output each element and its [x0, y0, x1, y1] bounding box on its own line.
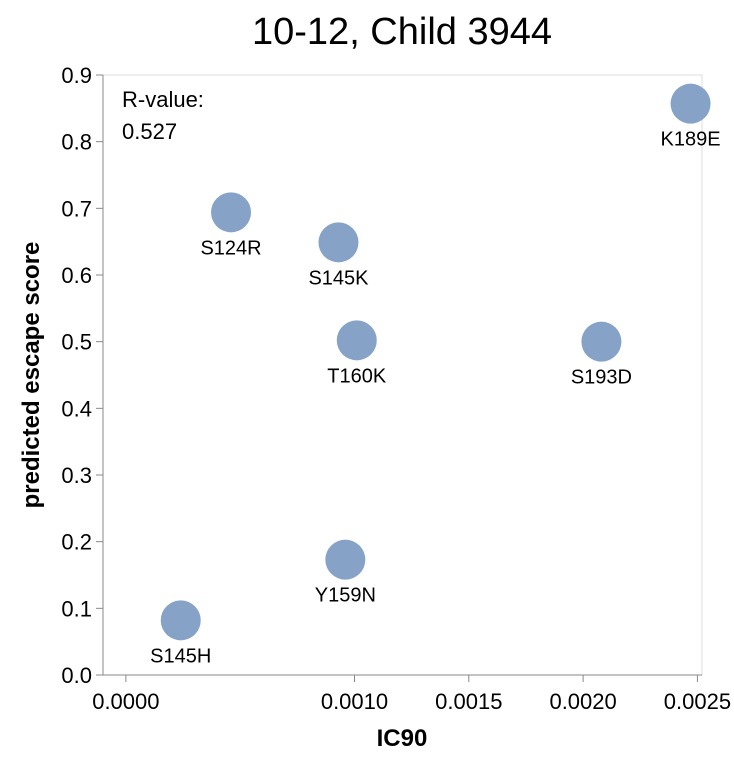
y-tick-label: 0.2	[61, 530, 92, 555]
r-value-annotation: R-value: 0.527	[122, 87, 204, 144]
data-point-label: T160K	[327, 365, 387, 387]
chart-title: 10-12, Child 3944	[252, 11, 552, 53]
data-point-label: S193D	[571, 367, 632, 389]
data-point	[318, 222, 359, 263]
data-point	[325, 539, 366, 580]
x-tick-label: 0.0000	[92, 689, 159, 714]
data-point	[336, 320, 377, 361]
y-tick-label: 0.6	[61, 263, 92, 288]
y-tick-label: 0.9	[61, 63, 92, 88]
data-point-label: Y159N	[315, 585, 376, 607]
y-axis-title: predicted escape score	[18, 242, 45, 509]
x-tick-label: 0.0025	[664, 689, 731, 714]
y-tick-label: 0.7	[61, 196, 92, 221]
y-tick-label: 0.4	[61, 396, 92, 421]
y-tick-label: 0.8	[61, 130, 92, 155]
x-tick-label: 0.0010	[321, 689, 388, 714]
x-tick-label: 0.0020	[549, 689, 616, 714]
y-tick-label: 0.1	[61, 596, 92, 621]
data-point	[211, 192, 252, 233]
data-point	[581, 321, 622, 362]
data-point	[670, 83, 711, 124]
data-point-label: S124R	[200, 237, 261, 259]
plot-area	[102, 74, 703, 676]
y-axis-ticks: 0.0 0.1 0.2 0.3 0.4 0.5 0.6 0.7 0.8 0.9	[61, 63, 103, 688]
x-axis-title: IC90	[377, 725, 428, 752]
data-point-label: S145K	[308, 267, 369, 289]
r-value-number: 0.527	[122, 119, 177, 144]
x-axis-ticks: 0.0000 0.0010 0.0015 0.0020 0.0025	[92, 675, 731, 714]
data-point	[160, 600, 201, 641]
data-points: S145H S124R S145K Y159N T160K S193D K189E	[150, 83, 721, 667]
x-tick-label: 0.0015	[435, 689, 502, 714]
data-point-label: K189E	[661, 129, 721, 151]
data-point-label: S145H	[150, 645, 211, 667]
y-tick-label: 0.3	[61, 463, 92, 488]
r-value-label: R-value:	[122, 87, 204, 112]
y-tick-label: 0.5	[61, 330, 92, 355]
y-tick-label: 0.0	[61, 663, 92, 688]
